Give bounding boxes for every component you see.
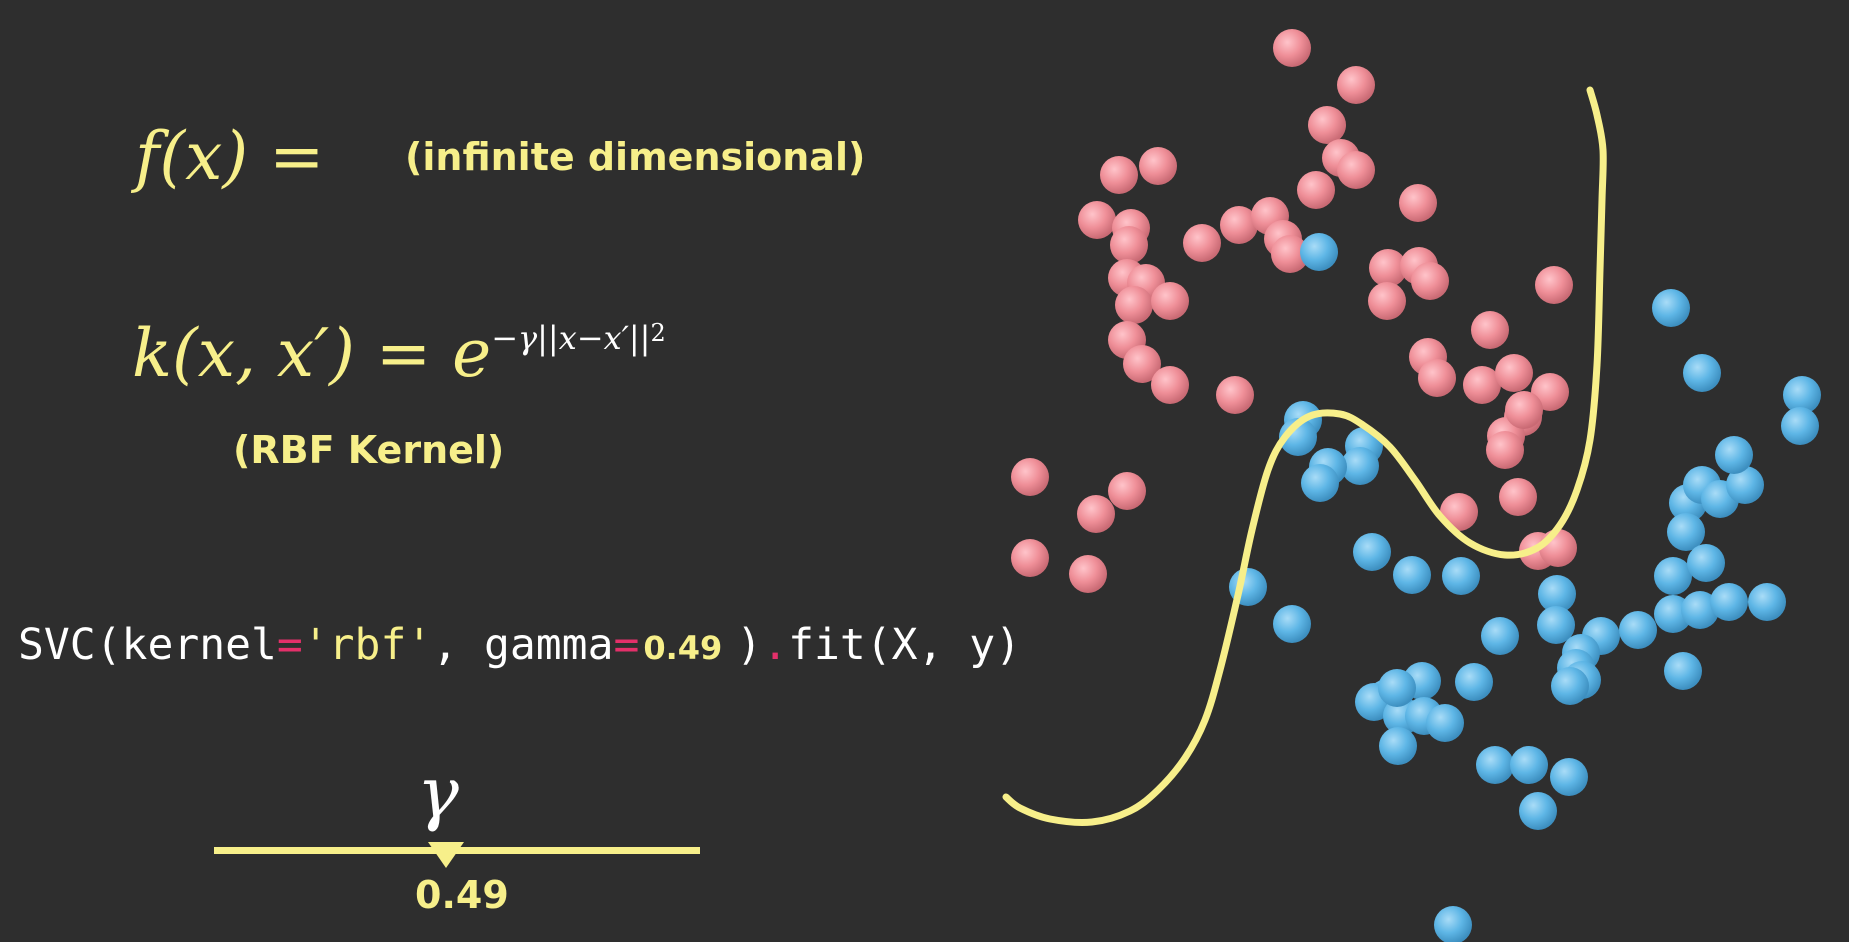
red-point <box>1078 201 1116 239</box>
red-point <box>1110 226 1148 264</box>
kernel-exponent: −γ||x−x′||2 <box>491 319 666 357</box>
blue-point <box>1537 606 1575 644</box>
code-prefix: SVC(kernel <box>18 620 277 670</box>
blue-point <box>1710 583 1748 621</box>
red-point <box>1418 359 1456 397</box>
blue-class-points <box>1229 233 1821 942</box>
red-point <box>1399 184 1437 222</box>
blue-point <box>1510 746 1548 784</box>
blue-point <box>1279 418 1317 456</box>
blue-point <box>1619 611 1657 649</box>
svm-scatter-plot <box>1002 29 1821 942</box>
red-point <box>1539 529 1577 567</box>
f-equation-text: f(x) = <box>135 118 325 195</box>
blue-point <box>1393 556 1431 594</box>
blue-point <box>1781 407 1819 445</box>
red-point <box>1505 391 1543 429</box>
blue-point <box>1442 557 1480 595</box>
red-class-points <box>1011 29 1577 593</box>
blue-point <box>1434 906 1472 942</box>
gamma-slider-value: 0.49 <box>415 873 509 917</box>
blue-point <box>1550 758 1588 796</box>
blue-point <box>1379 727 1417 765</box>
red-point <box>1077 495 1115 533</box>
red-point <box>1337 66 1375 104</box>
red-point <box>1220 206 1258 244</box>
blue-point <box>1426 704 1464 742</box>
blue-point <box>1683 354 1721 392</box>
kernel-equation: k(x, x′) = e−γ||x−x′||2 <box>132 315 666 392</box>
red-point <box>1139 147 1177 185</box>
gamma-symbol: γ <box>417 752 459 834</box>
code-equals-kernel: = <box>276 620 303 670</box>
blue-point <box>1301 464 1339 502</box>
blue-point <box>1273 605 1311 643</box>
blue-point <box>1726 466 1764 504</box>
blue-point <box>1652 289 1690 327</box>
red-point <box>1100 156 1138 194</box>
code-fit-call: fit(X, y) <box>788 620 1022 670</box>
blue-point <box>1455 663 1493 701</box>
red-point <box>1011 458 1049 496</box>
red-point <box>1151 282 1189 320</box>
blue-point <box>1654 557 1692 595</box>
code-gamma-value: 0.49 <box>643 629 723 667</box>
blue-point <box>1476 746 1514 784</box>
blue-point <box>1667 513 1705 551</box>
code-kernel-value: 'rbf' <box>302 620 433 670</box>
blue-point <box>1300 233 1338 271</box>
red-point <box>1115 286 1153 324</box>
red-point <box>1183 224 1221 262</box>
blue-point <box>1783 376 1821 414</box>
blue-point <box>1378 669 1416 707</box>
code-equals-gamma: = <box>613 620 640 670</box>
blue-point <box>1681 591 1719 629</box>
gamma-slider-thumb[interactable] <box>428 842 464 868</box>
red-point <box>1337 151 1375 189</box>
red-point <box>1463 366 1501 404</box>
blue-point <box>1715 436 1753 474</box>
blue-point <box>1519 792 1557 830</box>
code-gamma-param: , gamma <box>432 620 614 670</box>
decision-boundary <box>1002 86 1607 826</box>
blue-point <box>1748 583 1786 621</box>
red-point <box>1123 345 1161 383</box>
blue-point <box>1538 575 1576 613</box>
red-point <box>1495 354 1533 392</box>
blue-point <box>1341 447 1379 485</box>
blue-point <box>1353 533 1391 571</box>
red-point <box>1368 282 1406 320</box>
red-point <box>1471 311 1509 349</box>
blue-point <box>1481 617 1519 655</box>
rbf-kernel-note: (RBF Kernel) <box>233 428 505 472</box>
red-point <box>1271 235 1309 273</box>
kernel-exponent-text: −γ||x−x′|| <box>491 319 651 357</box>
code-dot: . <box>762 620 789 670</box>
code-close-paren: ) <box>736 620 763 670</box>
blue-point <box>1664 652 1702 690</box>
red-point <box>1216 376 1254 414</box>
blue-point <box>1551 667 1589 705</box>
red-point <box>1308 106 1346 144</box>
red-point <box>1499 478 1537 516</box>
red-point <box>1486 431 1524 469</box>
f-equation: f(x) = <box>135 118 324 195</box>
red-point <box>1011 539 1049 577</box>
blue-point <box>1687 544 1725 582</box>
kernel-equation-lhs: k(x, x′) = e <box>132 315 492 392</box>
red-point <box>1369 249 1407 287</box>
red-point <box>1535 266 1573 304</box>
red-point <box>1108 472 1146 510</box>
kernel-power: 2 <box>650 319 666 347</box>
red-point <box>1151 366 1189 404</box>
red-point <box>1069 555 1107 593</box>
red-point <box>1273 29 1311 67</box>
red-point <box>1411 262 1449 300</box>
svc-code-line: SVC(kernel='rbf', gamma= 0.49).fit(X, y) <box>18 620 1021 670</box>
infinite-dimensional-note: (infinite dimensional) <box>405 135 866 179</box>
red-point <box>1297 171 1335 209</box>
